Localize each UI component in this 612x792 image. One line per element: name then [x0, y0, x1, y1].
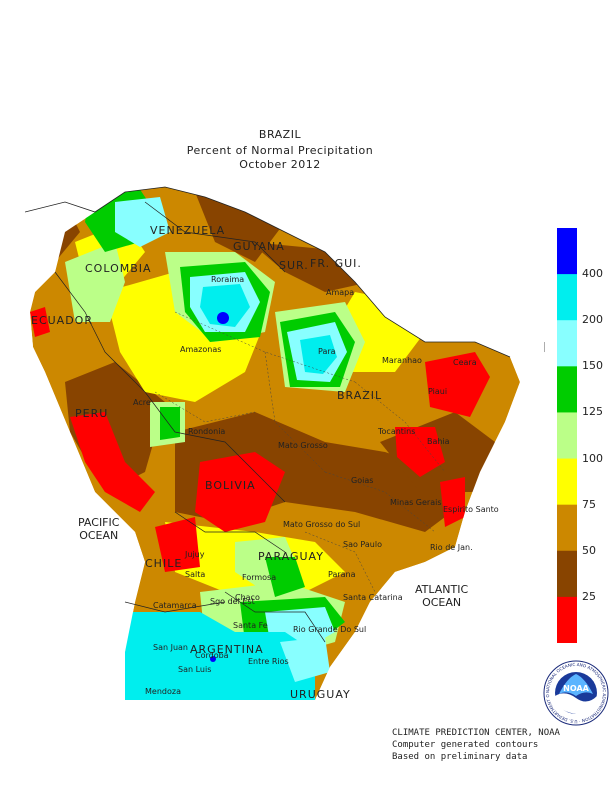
- label-mendoza: Mendoza: [145, 687, 181, 696]
- label-bahia: Bahia: [427, 437, 450, 446]
- map-date: October 2012: [239, 158, 321, 171]
- legend-tick-label: 100: [582, 451, 603, 465]
- legend-tick-label: 125: [582, 405, 603, 419]
- label-chaco: Chaco: [235, 593, 260, 602]
- legend-band-4: [557, 412, 577, 460]
- label-riograndedosul: Rio Grande Do Sul: [293, 625, 366, 634]
- label-frgui: FR. GUI.: [310, 257, 362, 270]
- legend-band-8: [557, 596, 577, 643]
- legend-band-5: [557, 458, 577, 506]
- label-rondonia: Rondonia: [188, 427, 225, 436]
- label-bolivia: BOLIVIA: [205, 479, 256, 492]
- label-amapa: Amapa: [326, 288, 354, 297]
- label-saopaulo: Sao Paulo: [343, 540, 382, 549]
- label-peru: PERU: [75, 407, 108, 420]
- legend-band-7: [557, 550, 577, 598]
- legend-tick-label: 25: [582, 589, 596, 603]
- label-sur: SUR.: [279, 259, 309, 272]
- label-santafe: Santa Fe: [233, 621, 268, 630]
- precipitation-map: VENEZUELA GUYANA SUR. FR. GUI. COLOMBIA …: [25, 172, 545, 700]
- legend-tick-label: 75: [582, 497, 596, 511]
- label-sanjuan: San Juan: [153, 643, 188, 652]
- label-catamarca: Catamarca: [153, 601, 197, 610]
- credit-line1: CLIMATE PREDICTION CENTER, NOAA: [392, 728, 560, 738]
- label-tocantins: Tocantins: [377, 427, 415, 436]
- credit-line2: Computer generated contours: [392, 740, 539, 750]
- label-riodejaneiro: Rio de Jan.: [430, 543, 473, 552]
- label-acre: Acre: [133, 398, 151, 407]
- label-espiritosanto: Espirito Santo: [443, 505, 499, 514]
- legend-band-1: [557, 274, 577, 321]
- country-borders: [54, 201, 326, 643]
- label-entrerios: Entre Rios: [248, 657, 289, 666]
- label-piaui: Piaui: [428, 387, 447, 396]
- label-roraima: Roraima: [211, 275, 244, 284]
- pacific-ocean-label: PACIFIC OCEAN: [78, 516, 120, 542]
- label-guyana: GUYANA: [233, 240, 285, 253]
- label-venezuela: VENEZUELA: [150, 224, 225, 237]
- label-ecuador: ECUADOR: [31, 314, 93, 327]
- map-title: BRAZIL: [258, 128, 302, 141]
- label-brazil: BRAZIL: [337, 389, 382, 402]
- label-cordoba: Cordoba: [195, 651, 229, 660]
- legend-band-0: [557, 228, 577, 275]
- label-ceara: Ceara: [453, 358, 477, 367]
- label-amazonas: Amazonas: [180, 345, 221, 354]
- label-salta: Salta: [185, 570, 205, 579]
- atlantic-ocean-label: ATLANTIC OCEAN: [415, 583, 469, 609]
- legend-band-3: [557, 366, 577, 413]
- label-santacatarina: Santa Catarina: [343, 593, 403, 602]
- label-colombia: COLOMBIA: [85, 262, 152, 275]
- label-matogrosso: Mato Grosso: [278, 441, 328, 450]
- region-labels: Roraima Amapa Amazonas Para Maranhao Cea…: [133, 275, 499, 696]
- state-borders: [154, 311, 446, 593]
- label-minasgerais: Minas Gerais: [390, 498, 442, 507]
- legend-band-6: [557, 504, 577, 552]
- legend-band-2: [557, 320, 577, 367]
- svg-text:NOAA: NOAA: [563, 684, 589, 693]
- legend-colorbar: [557, 228, 577, 643]
- legend-tick-label: 150: [582, 359, 603, 373]
- label-sanluis: San Luis: [178, 665, 211, 674]
- map-subtitle: Percent of Normal Precipitation: [186, 144, 374, 157]
- legend-tick-label: 400: [582, 267, 603, 281]
- label-para: Para: [318, 347, 336, 356]
- label-paraguay: PARAGUAY: [258, 550, 324, 563]
- legend-tick-label: 200: [582, 313, 603, 327]
- noaa-logo: NATIONAL OCEANIC AND ATMOSPHERIC ADMINIS…: [543, 660, 609, 726]
- label-chile: CHILE: [145, 557, 182, 570]
- credit-line3: Based on preliminary data: [392, 752, 528, 762]
- legend-tick-label: 50: [582, 543, 596, 557]
- label-matogrossodosul: Mato Grosso do Sul: [283, 520, 360, 529]
- label-santiago: Sgo del Est: [210, 597, 255, 606]
- label-uruguay: URUGUAY: [290, 688, 351, 700]
- label-maranhao: Maranhao: [382, 356, 422, 365]
- label-formosa: Formosa: [242, 573, 276, 582]
- label-argentina: ARGENTINA: [190, 643, 264, 656]
- label-jujuy: Jujuy: [184, 550, 205, 559]
- label-goias: Goias: [351, 476, 373, 485]
- label-parana: Parana: [328, 570, 356, 579]
